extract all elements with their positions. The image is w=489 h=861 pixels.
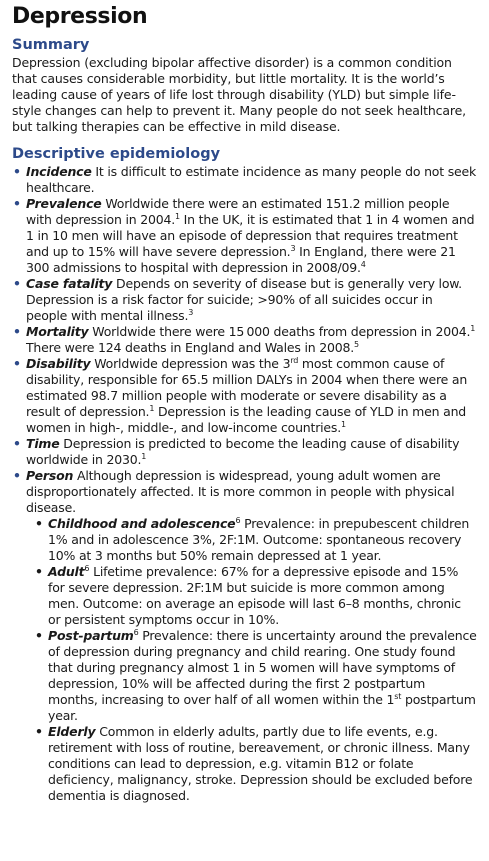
list-item-case-fatality: • Case fatality Depends on severity of di…: [12, 276, 477, 324]
bullet-icon: •: [13, 356, 21, 371]
disability-text-3: Depression is the leading cause of YLD i…: [26, 404, 467, 435]
bullet-icon: •: [13, 468, 21, 483]
disability-text-2: most common cause of disability, respons…: [26, 356, 468, 419]
bullet-icon: •: [35, 516, 43, 531]
term-adult: Adult: [48, 564, 85, 579]
reference-marker: 4: [360, 260, 366, 269]
page-title: Depression: [12, 4, 148, 29]
summary-text: Depression (excluding bipolar affective …: [12, 55, 466, 134]
ordinal-suffix: rd: [290, 356, 299, 365]
prevalence-text-3: In England, there were 21 300 admissions…: [26, 244, 456, 275]
person-sublist: • Childhood and adolescence6 Prevalence: …: [26, 516, 477, 804]
reference-marker: 1: [141, 452, 147, 461]
reference-marker: 6: [235, 516, 241, 525]
bullet-icon: •: [13, 196, 21, 211]
prevalence-text-1: Worldwide there were an estimated 151.2 …: [26, 196, 450, 227]
postpartum-text-1: Prevalence: there is uncertainty around …: [48, 628, 477, 707]
postpartum-text-2: postpartum year.: [48, 692, 476, 723]
bullet-icon: •: [13, 276, 21, 291]
reference-marker: 1: [470, 324, 476, 333]
epidemiology-list: • Incidence It is difficult to estimate i…: [12, 164, 477, 804]
reference-marker: 5: [354, 340, 359, 349]
term-postpartum: Post-partum: [48, 628, 134, 643]
list-item-disability: • Disability Worldwide depression was the…: [12, 356, 477, 436]
term-incidence: Incidence: [26, 164, 92, 179]
sublist-item-childhood: • Childhood and adolescence6 Prevalence: …: [26, 516, 477, 564]
epidemiology-heading: Descriptive epidemiology: [12, 146, 221, 162]
list-item-person: • Person Although depression is widesprea…: [12, 468, 477, 804]
childhood-text: Prevalence: in prepubescent children 1% …: [48, 516, 470, 563]
ordinal-suffix: st: [394, 692, 402, 701]
sublist-item-elderly: • Elderly Common in elderly adults, partl…: [26, 724, 477, 804]
document-page: Depression Summary Depression (excluding…: [12, 4, 477, 804]
term-disability: Disability: [26, 356, 91, 371]
term-childhood: Childhood and adolescence: [48, 516, 236, 531]
list-item-time: • Time Depression is predicted to become …: [12, 436, 477, 468]
reference-marker: 1: [149, 404, 155, 413]
list-item-prevalence: • Prevalence Worldwide there were an esti…: [12, 196, 477, 276]
disability-text-1: Worldwide depression was the 3: [90, 356, 291, 371]
term-prevalence: Prevalence: [26, 196, 102, 211]
person-text: Although depression is widespread, young…: [26, 468, 455, 515]
reference-marker: 6: [133, 628, 139, 637]
list-item-incidence: • Incidence It is difficult to estimate i…: [12, 164, 477, 196]
case-fatality-text: Depends on severity of disease but is ge…: [26, 276, 462, 323]
time-text: Depression is predicted to become the le…: [26, 436, 460, 467]
incidence-text: It is difficult to estimate incidence as…: [26, 164, 477, 195]
term-time: Time: [26, 436, 60, 451]
bullet-icon: •: [13, 164, 21, 179]
elderly-text: Common in elderly adults, partly due to …: [48, 724, 473, 803]
prevalence-text-2: In the UK, it is estimated that 1 in 4 w…: [26, 212, 475, 259]
term-elderly: Elderly: [48, 724, 96, 739]
term-case-fatality: Case fatality: [26, 276, 113, 291]
bullet-icon: •: [35, 628, 43, 643]
reference-marker: 3: [290, 244, 296, 253]
adult-text: Lifetime prevalence: 67% for a depressiv…: [48, 564, 461, 627]
sublist-item-postpartum: • Post-partum6 Prevalence: there is uncer…: [26, 628, 477, 724]
term-mortality: Mortality: [26, 324, 89, 339]
bullet-icon: •: [13, 324, 21, 339]
list-item-mortality: • Mortality Worldwide there were 15 000 d…: [12, 324, 477, 356]
bullet-icon: •: [35, 724, 43, 739]
mortality-text-2: There were 124 deaths in England and Wal…: [26, 340, 355, 355]
reference-marker: 1: [175, 212, 180, 221]
reference-marker: 6: [84, 564, 90, 573]
term-person: Person: [26, 468, 74, 483]
reference-marker: 3: [188, 308, 194, 317]
bullet-icon: •: [13, 436, 21, 451]
bullet-icon: •: [35, 564, 43, 579]
summary-heading: Summary: [12, 37, 90, 53]
reference-marker: 1: [341, 420, 346, 429]
sublist-item-adult: • Adult6 Lifetime prevalence: 67% for a d…: [26, 564, 477, 628]
mortality-text-1: Worldwide there were 15 000 deaths from …: [88, 324, 471, 339]
